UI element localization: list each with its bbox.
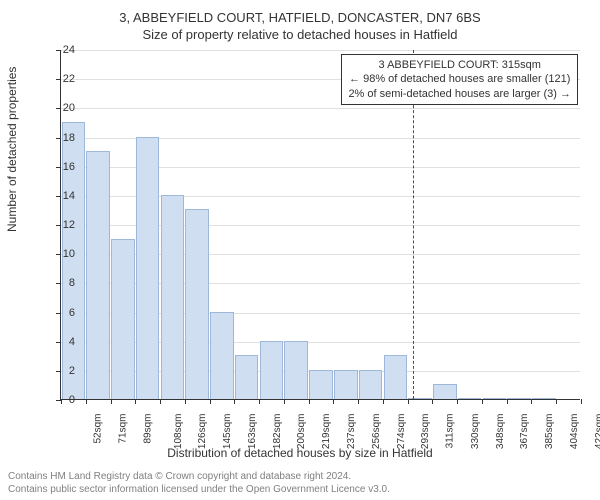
y-tick-label: 22 xyxy=(45,73,75,85)
bar xyxy=(136,137,160,400)
x-tick-label: 404sqm xyxy=(569,414,580,450)
x-tick-label: 108sqm xyxy=(173,414,184,450)
bar xyxy=(433,384,457,399)
x-tick-mark xyxy=(556,399,557,404)
x-tick-mark xyxy=(111,399,112,404)
bar xyxy=(334,370,358,399)
annotation-line: 2% of semi-detached houses are larger (3… xyxy=(348,87,571,101)
x-tick-label: 219sqm xyxy=(321,414,332,450)
x-tick-label: 422sqm xyxy=(594,414,600,450)
bar xyxy=(111,239,135,399)
x-tick-mark xyxy=(234,399,235,404)
y-tick-label: 20 xyxy=(45,102,75,114)
bar xyxy=(532,398,556,399)
x-tick-mark xyxy=(259,399,260,404)
x-tick-label: 311sqm xyxy=(444,414,455,449)
bar xyxy=(359,370,383,399)
footer-line-1: Contains HM Land Registry data © Crown c… xyxy=(8,470,390,483)
y-tick-label: 18 xyxy=(45,132,75,144)
bar xyxy=(235,355,259,399)
x-tick-mark xyxy=(185,399,186,404)
x-tick-mark xyxy=(284,399,285,404)
x-tick-label: 330sqm xyxy=(470,414,481,450)
bar xyxy=(161,195,185,399)
bar xyxy=(86,151,110,399)
y-tick-label: 24 xyxy=(45,44,75,56)
x-tick-mark xyxy=(358,399,359,404)
annotation-line: ← 98% of detached houses are smaller (12… xyxy=(348,72,571,86)
chart-title-sub: Size of property relative to detached ho… xyxy=(0,25,600,42)
y-tick-label: 12 xyxy=(45,219,75,231)
x-tick-mark xyxy=(160,399,161,404)
x-tick-mark xyxy=(210,399,211,404)
annotation-box: 3 ABBEYFIELD COURT: 315sqm← 98% of detac… xyxy=(341,54,578,105)
x-tick-label: 89sqm xyxy=(142,414,153,444)
x-tick-label: 256sqm xyxy=(371,414,382,450)
x-tick-mark xyxy=(135,399,136,404)
bar xyxy=(260,341,284,399)
y-tick-label: 6 xyxy=(45,307,75,319)
chart-title-main: 3, ABBEYFIELD COURT, HATFIELD, DONCASTER… xyxy=(0,0,600,25)
x-tick-mark xyxy=(383,399,384,404)
y-tick-label: 4 xyxy=(45,336,75,348)
y-tick-label: 2 xyxy=(45,365,75,377)
x-tick-label: 163sqm xyxy=(247,414,258,450)
bar xyxy=(309,370,333,399)
y-axis-label: Number of detached properties xyxy=(5,67,19,232)
x-tick-mark xyxy=(333,399,334,404)
x-tick-mark xyxy=(408,399,409,404)
x-tick-label: 293sqm xyxy=(420,414,431,450)
x-tick-label: 274sqm xyxy=(396,414,407,450)
x-tick-label: 71sqm xyxy=(118,414,129,444)
y-tick-label: 8 xyxy=(45,277,75,289)
footer-text: Contains HM Land Registry data © Crown c… xyxy=(8,470,390,496)
annotation-line: 3 ABBEYFIELD COURT: 315sqm xyxy=(348,58,571,72)
x-tick-label: 182sqm xyxy=(272,414,283,450)
y-tick-label: 16 xyxy=(45,161,75,173)
grid-line xyxy=(61,108,580,109)
y-tick-label: 0 xyxy=(45,394,75,406)
x-tick-mark xyxy=(581,399,582,404)
x-tick-mark xyxy=(482,399,483,404)
y-tick-label: 14 xyxy=(45,190,75,202)
bar xyxy=(210,312,234,400)
bar xyxy=(507,398,531,399)
x-tick-label: 385sqm xyxy=(544,414,555,450)
x-tick-label: 200sqm xyxy=(297,414,308,450)
x-tick-mark xyxy=(531,399,532,404)
chart-container: 3, ABBEYFIELD COURT, HATFIELD, DONCASTER… xyxy=(0,0,600,500)
x-tick-mark xyxy=(86,399,87,404)
y-tick-label: 10 xyxy=(45,248,75,260)
grid-line xyxy=(61,50,580,51)
x-tick-label: 126sqm xyxy=(198,414,209,450)
bar xyxy=(284,341,308,399)
x-tick-label: 237sqm xyxy=(346,414,357,450)
bar xyxy=(458,398,482,399)
x-tick-label: 52sqm xyxy=(93,414,104,444)
bar xyxy=(185,209,209,399)
bar xyxy=(483,398,507,399)
bar xyxy=(384,355,408,399)
x-tick-mark xyxy=(309,399,310,404)
x-tick-label: 367sqm xyxy=(519,414,530,450)
x-tick-label: 145sqm xyxy=(222,414,233,450)
x-tick-mark xyxy=(457,399,458,404)
footer-line-2: Contains public sector information licen… xyxy=(8,483,390,496)
x-tick-mark xyxy=(507,399,508,404)
x-tick-mark xyxy=(432,399,433,404)
x-tick-label: 348sqm xyxy=(495,414,506,450)
